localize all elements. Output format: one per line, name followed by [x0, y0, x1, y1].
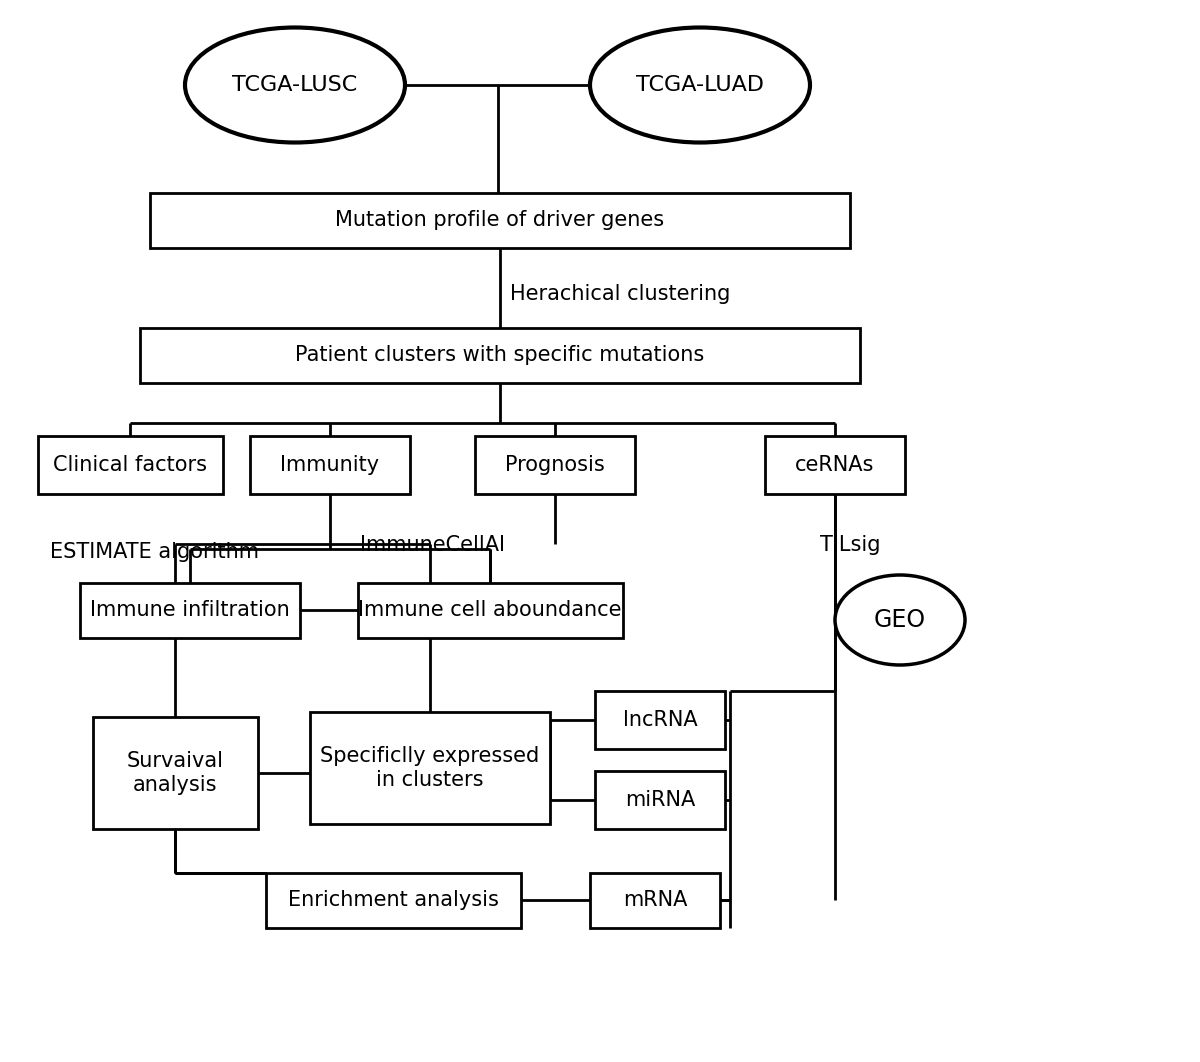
Text: Specificlly expressed
in clusters: Specificlly expressed in clusters — [320, 747, 540, 790]
FancyBboxPatch shape — [766, 436, 905, 494]
FancyBboxPatch shape — [250, 436, 410, 494]
Text: Prognosis: Prognosis — [505, 455, 605, 475]
FancyBboxPatch shape — [92, 717, 258, 829]
Text: miRNA: miRNA — [625, 790, 695, 810]
Text: Immunity: Immunity — [281, 455, 379, 475]
Text: TCGA-LUSC: TCGA-LUSC — [233, 75, 358, 95]
Text: mRNA: mRNA — [623, 890, 688, 910]
Text: ESTIMATE algorithm: ESTIMATE algorithm — [50, 542, 259, 562]
Ellipse shape — [835, 575, 965, 665]
Text: TCGA-LUAD: TCGA-LUAD — [636, 75, 764, 95]
Text: Survaival
analysis: Survaival analysis — [126, 752, 223, 794]
FancyBboxPatch shape — [595, 771, 725, 829]
Text: Immune infiltration: Immune infiltration — [90, 600, 290, 620]
Text: lncRNA: lncRNA — [623, 710, 697, 730]
Text: Enrichment analysis: Enrichment analysis — [288, 890, 498, 910]
Ellipse shape — [185, 28, 406, 142]
FancyBboxPatch shape — [37, 436, 222, 494]
FancyBboxPatch shape — [265, 873, 521, 927]
Text: GEO: GEO — [874, 609, 926, 632]
FancyBboxPatch shape — [310, 712, 550, 824]
Text: Herachical clustering: Herachical clustering — [510, 284, 731, 304]
FancyBboxPatch shape — [80, 582, 300, 637]
FancyBboxPatch shape — [595, 691, 725, 749]
Text: Clinical factors: Clinical factors — [53, 455, 208, 475]
Text: Mutation profile of driver genes: Mutation profile of driver genes — [336, 210, 665, 230]
Text: ceRNAs: ceRNAs — [796, 455, 875, 475]
FancyBboxPatch shape — [140, 327, 860, 382]
Text: Immune cell aboundance: Immune cell aboundance — [359, 600, 622, 620]
Text: TILsig: TILsig — [820, 535, 881, 555]
FancyBboxPatch shape — [475, 436, 635, 494]
Text: ImmuneCellAI: ImmuneCellAI — [360, 535, 505, 555]
FancyBboxPatch shape — [590, 873, 720, 927]
FancyBboxPatch shape — [150, 192, 850, 247]
Text: Patient clusters with specific mutations: Patient clusters with specific mutations — [295, 345, 704, 365]
Ellipse shape — [590, 28, 810, 142]
FancyBboxPatch shape — [358, 582, 623, 637]
